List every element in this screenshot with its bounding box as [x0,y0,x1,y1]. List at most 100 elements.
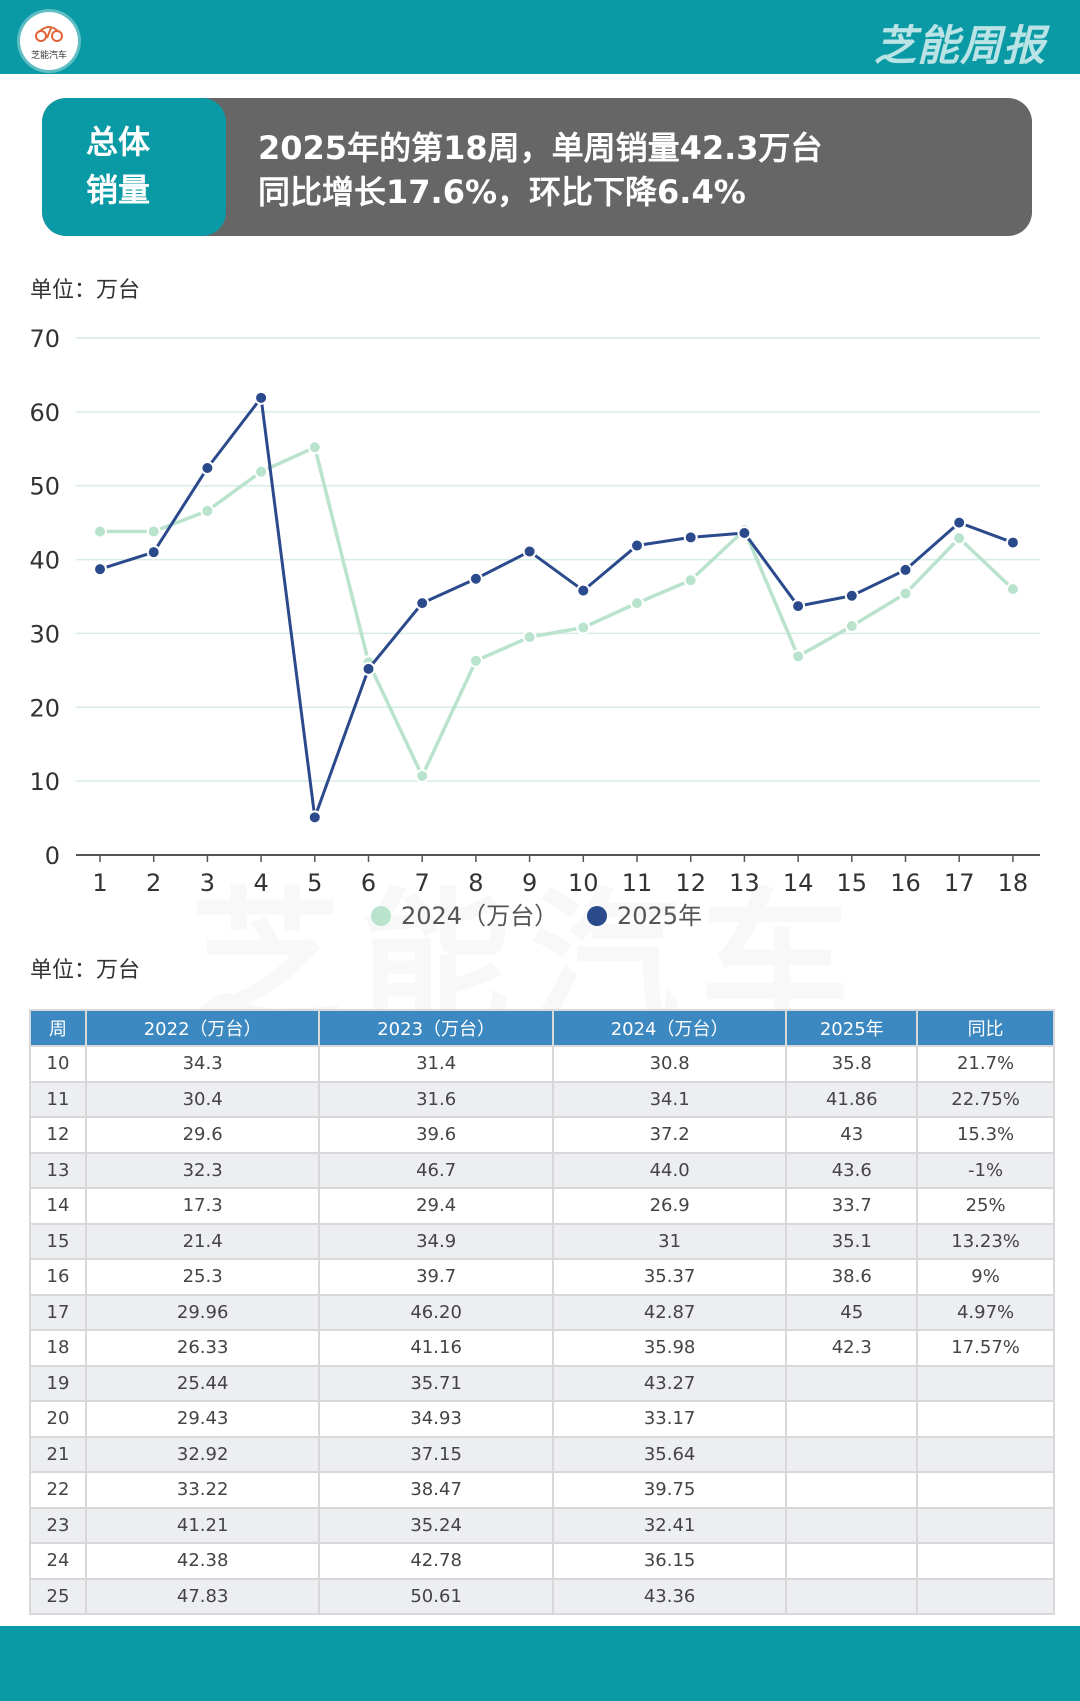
table-cell: 19 [29,1364,87,1402]
table-cell: -1% [916,1151,1055,1189]
x-tick-label: 12 [675,869,706,897]
table-cell [785,1506,919,1544]
x-tick-label: 2 [146,869,161,897]
chart-series [93,390,1020,825]
data-point [361,661,376,676]
data-point [254,390,269,405]
table-cell: 37.2 [551,1116,788,1154]
data-point [683,573,698,588]
data-point [1005,582,1020,597]
table-cell: 43 [785,1116,919,1154]
table-cell: 42.3 [785,1329,919,1367]
data-point [522,630,537,645]
table-row: 20 29.43 34.93 33.17 [29,1400,1055,1438]
x-tick-label: 16 [890,869,921,897]
table-cell: 9% [916,1258,1055,1296]
table-cell: 11 [29,1080,87,1118]
table-row: 16 25.3 39.7 35.37 38.6 9% [29,1258,1055,1296]
table-cell: 37.15 [318,1435,554,1473]
table-cell [785,1364,919,1402]
data-point [254,464,269,479]
x-tick-label: 9 [522,869,537,897]
x-tick-label: 11 [622,869,653,897]
table-cell: 26.33 [84,1329,321,1367]
table-cell: 10 [29,1045,87,1083]
table-cell: 22.75% [916,1080,1055,1118]
table-cell: 42.38 [84,1542,321,1580]
y-tick-label: 30 [29,620,60,648]
table-cell: 34.3 [84,1045,321,1083]
table-cell: 32.3 [84,1151,321,1189]
data-point [630,538,644,553]
table-cell: 35.1 [785,1222,919,1260]
data-point [93,524,107,539]
table-cell [916,1364,1055,1402]
table-cell [916,1400,1055,1438]
data-point [576,583,591,598]
x-tick-label: 15 [837,869,868,897]
table-cell: 36.15 [551,1542,788,1580]
summary-tag-line2: 销量 [86,171,151,209]
data-point [791,599,806,614]
table-cell: 38.47 [318,1471,554,1509]
legend-label: 2025年 [617,902,702,930]
table-cell: 35.64 [551,1435,788,1473]
chart-grid [76,337,1040,782]
table-header-cell: 2023（万台） [318,1009,554,1047]
table-cell: 41.86 [785,1080,919,1118]
sales-table: 周 2022（万台） 2023（万台） 2024（万台） 2025年 同比 10 34.3 3… [29,1009,1055,1615]
table-cell: 43.27 [551,1364,788,1402]
y-tick-label: 0 [45,842,60,870]
table-row: 22 33.22 38.47 39.75 [29,1471,1055,1509]
table-cell: 43.36 [551,1577,788,1615]
table-cell: 25 [29,1577,87,1615]
x-tick-label: 8 [468,869,483,897]
x-tick-label: 5 [307,869,322,897]
chart-legend: 2024（万台） 2025年 [371,902,702,930]
table-cell: 35.37 [551,1258,788,1296]
summary-tag-label: 总体 销量 [86,118,176,214]
table-cell: 4.97% [916,1293,1055,1331]
table-cell: 44.0 [551,1151,788,1189]
table-cell: 47.83 [84,1577,321,1615]
table-cell: 29.4 [318,1187,554,1225]
x-tick-label: 3 [200,869,215,897]
series-line [99,396,1014,819]
data-point [307,810,322,825]
x-tick-label: 17 [944,869,975,897]
table-row: 18 26.33 41.16 35.98 42.3 17.57% [29,1329,1055,1367]
data-point [844,619,859,634]
data-point [844,588,859,603]
table-cell: 17.57% [916,1329,1055,1367]
table-row: 17 29.96 46.20 42.87 45 4.97% [29,1293,1055,1331]
table-cell: 23 [29,1506,87,1544]
table-cell: 14 [29,1187,87,1225]
table-header-cell: 2022（万台） [84,1009,321,1047]
table-row: 24 42.38 42.78 36.15 [29,1542,1055,1580]
table-cell: 30.8 [551,1045,788,1083]
table-cell: 32.92 [84,1435,321,1473]
table-cell: 34.1 [551,1080,788,1118]
data-point [93,562,107,577]
data-point [630,596,644,611]
data-point [468,653,483,668]
y-tick-label: 10 [29,768,60,796]
table-cell: 21.7% [916,1045,1055,1083]
table-cell: 33.7 [785,1187,919,1225]
table-cell: 31.4 [318,1045,554,1083]
table-cell: 15 [29,1222,87,1260]
data-point [522,544,537,559]
table-cell: 26.9 [551,1187,788,1225]
table-cell: 33.17 [551,1400,788,1438]
table-cell: 21.4 [84,1222,321,1260]
table-cell: 39.6 [318,1116,554,1154]
data-point [415,768,430,783]
data-point [146,524,161,539]
legend-label: 2024（万台） [401,902,558,930]
table-cell: 31.6 [318,1080,554,1118]
table-cell: 30.4 [84,1080,321,1118]
table-row: 19 25.44 35.71 43.27 [29,1364,1055,1402]
data-point [791,649,806,664]
x-tick-label: 1 [92,869,107,897]
